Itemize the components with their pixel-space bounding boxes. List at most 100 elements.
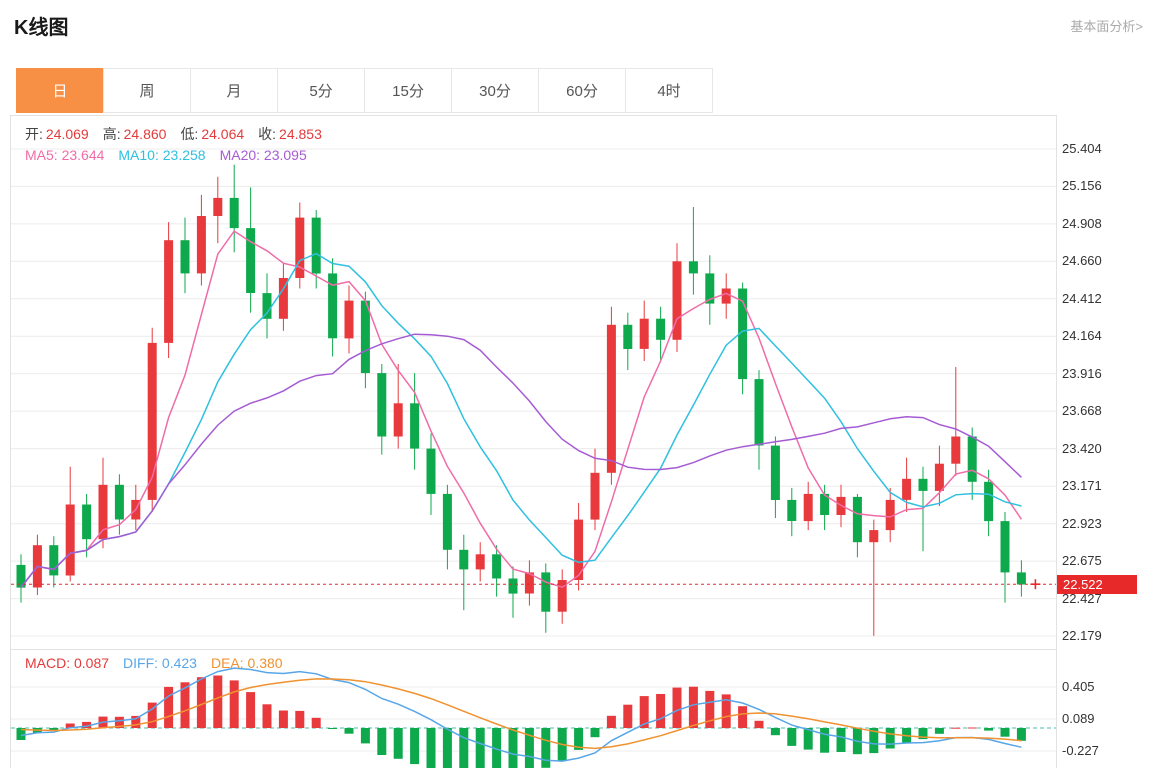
tab-15min[interactable]: 15分	[364, 68, 452, 113]
macd-pane[interactable]: MACD: 0.087 DIFF: 0.423 DEA: 0.380	[10, 650, 1057, 768]
macd-value: DEA: 0.380	[210, 655, 283, 671]
ohlc-value: 24.069	[45, 126, 89, 142]
ma5-line	[20, 230, 1023, 589]
candle	[328, 258, 338, 357]
tab-week[interactable]: 周	[103, 68, 191, 113]
page-title: K线图	[14, 17, 69, 39]
candle	[164, 222, 174, 358]
candle	[639, 300, 649, 361]
candle	[967, 427, 977, 500]
price-tick: 22.179	[1062, 628, 1102, 643]
candle	[360, 291, 370, 389]
candle	[820, 484, 830, 531]
candle	[885, 487, 895, 543]
candle	[508, 566, 518, 618]
ohlc-readout: 开: 24.069 高: 24.860 低: 24.064 收: 24.853	[25, 124, 336, 144]
tab-30min[interactable]: 30分	[451, 68, 539, 113]
candle	[803, 481, 813, 531]
candle	[410, 373, 420, 470]
price-tick: 23.916	[1062, 365, 1102, 381]
tab-day[interactable]: 日	[16, 68, 104, 113]
candle	[393, 364, 403, 449]
candle	[557, 569, 567, 624]
ma10-line	[20, 252, 1022, 588]
macd-plot[interactable]	[11, 650, 1056, 768]
candle	[442, 484, 452, 570]
candlestick-chart-pane[interactable]: 开: 24.069 高: 24.860 低: 24.064 收: 24.853 MA5: 23…	[10, 115, 1057, 650]
ma-readout: MA5: 23.644 MA10: 23.258 MA20: 23.095	[25, 147, 321, 163]
candle	[278, 262, 288, 331]
candle	[770, 436, 780, 519]
candle	[951, 367, 961, 476]
candle	[32, 534, 42, 596]
macd-histogram	[16, 675, 1026, 768]
macd-tick: 0.405	[1062, 679, 1095, 694]
candle	[1000, 512, 1010, 603]
ohlc-label: 收:	[258, 126, 277, 142]
candlestick-plot[interactable]	[11, 116, 1056, 649]
price-tick: 25.156	[1062, 178, 1102, 194]
candle	[492, 545, 502, 597]
current-price-badge: 22.522	[1057, 575, 1137, 595]
tab-60min[interactable]: 60分	[538, 68, 626, 113]
candle	[688, 207, 698, 295]
candle	[475, 542, 485, 582]
candle	[344, 285, 354, 354]
candle	[852, 493, 862, 558]
candle	[180, 217, 190, 294]
candle	[869, 519, 879, 636]
timeframe-tabs: 日周月 5分 15分 30分 60分 4时	[16, 68, 713, 113]
tab-month[interactable]: 月	[190, 68, 278, 113]
candle	[787, 487, 797, 537]
candle	[524, 560, 534, 606]
ohlc-label: 开:	[25, 126, 43, 142]
candle	[705, 255, 715, 325]
price-tick: 24.164	[1062, 328, 1102, 344]
macd-tick: 0.089	[1062, 711, 1095, 726]
candle	[377, 364, 387, 455]
price-tick: 24.908	[1062, 215, 1102, 231]
price-tick: 22.923	[1062, 515, 1102, 531]
ohlc-label: 高:	[102, 126, 121, 142]
diff-line	[20, 667, 1022, 762]
price-axis: 25.404 25.156 24.908 24.660 24.412 24.164 23.9…	[1062, 0, 1157, 768]
candle	[1016, 560, 1026, 597]
candle	[459, 534, 469, 611]
macd-tick: -0.227	[1062, 743, 1099, 758]
candle	[541, 563, 551, 633]
tab-5min[interactable]: 5分	[277, 68, 365, 113]
macd-value: DIFF: 0.423	[123, 655, 197, 671]
ohlc-label: 低:	[180, 126, 199, 142]
candle	[426, 433, 436, 515]
dea-line	[20, 678, 1022, 750]
ohlc-value: 24.064	[201, 126, 245, 142]
candle	[246, 187, 256, 313]
candle	[262, 273, 272, 339]
ma20-line	[20, 333, 1022, 588]
tab-4hour[interactable]: 4时	[625, 68, 713, 113]
ma-value: MA10: 23.258	[118, 147, 206, 163]
ohlc-value: 24.853	[279, 126, 322, 142]
price-tick: 22.675	[1062, 553, 1102, 569]
candle	[606, 306, 616, 485]
candle	[623, 312, 633, 371]
candle	[147, 327, 157, 512]
current-price-marker	[1030, 579, 1041, 590]
macd-readout: MACD: 0.087 DIFF: 0.423 DEA: 0.380	[25, 655, 297, 671]
candle	[196, 194, 206, 286]
candle	[656, 306, 666, 361]
candle	[754, 370, 764, 470]
candle	[213, 176, 223, 244]
price-tick: 22.427	[1062, 590, 1102, 606]
price-tick: 23.668	[1062, 403, 1102, 419]
macd-value: MACD: 0.087	[25, 655, 110, 671]
candle	[295, 202, 305, 289]
ma-value: MA5: 23.644	[25, 147, 105, 163]
price-tick: 25.404	[1062, 141, 1102, 156]
price-tick: 24.660	[1062, 253, 1102, 269]
candle	[590, 448, 600, 531]
candle	[98, 457, 108, 549]
fundamental-analysis-link[interactable]: 基本面分析>	[1070, 19, 1143, 34]
price-tick: 23.171	[1062, 478, 1102, 494]
price-tick: 23.420	[1062, 440, 1102, 456]
